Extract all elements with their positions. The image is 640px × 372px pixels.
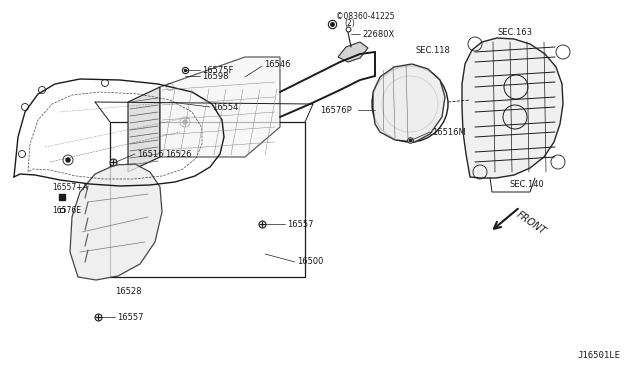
- Text: SEC.118: SEC.118: [415, 45, 450, 55]
- Polygon shape: [128, 87, 160, 172]
- Text: 16557: 16557: [117, 312, 143, 321]
- Polygon shape: [373, 64, 445, 142]
- Text: 22680X: 22680X: [362, 29, 394, 38]
- Text: 16516: 16516: [137, 150, 163, 158]
- Text: FRONT: FRONT: [515, 209, 548, 236]
- Text: ©08360-41225: ©08360-41225: [336, 12, 394, 20]
- Text: SEC.163: SEC.163: [498, 28, 533, 36]
- Text: SEC.140: SEC.140: [510, 180, 545, 189]
- Text: (2): (2): [344, 19, 355, 28]
- Text: 16516M: 16516M: [432, 128, 466, 137]
- Polygon shape: [462, 38, 563, 178]
- Text: 16526: 16526: [165, 150, 191, 158]
- Text: 16598: 16598: [202, 71, 228, 80]
- Text: 16557+A: 16557+A: [52, 183, 88, 192]
- Polygon shape: [70, 164, 162, 280]
- Text: 16554: 16554: [212, 103, 238, 112]
- Circle shape: [66, 158, 70, 162]
- Bar: [110, 122, 305, 277]
- Text: 16528: 16528: [115, 288, 141, 296]
- Polygon shape: [338, 42, 368, 62]
- Circle shape: [138, 138, 142, 142]
- Text: 16575F: 16575F: [202, 65, 234, 74]
- Text: 16576E: 16576E: [52, 205, 81, 215]
- Text: 16576P: 16576P: [320, 106, 352, 115]
- Text: 16500: 16500: [297, 257, 323, 266]
- Circle shape: [183, 120, 187, 124]
- Text: 16546: 16546: [264, 60, 291, 68]
- Polygon shape: [160, 57, 280, 157]
- Text: 16557: 16557: [287, 219, 314, 228]
- Text: J16501LE: J16501LE: [577, 351, 620, 360]
